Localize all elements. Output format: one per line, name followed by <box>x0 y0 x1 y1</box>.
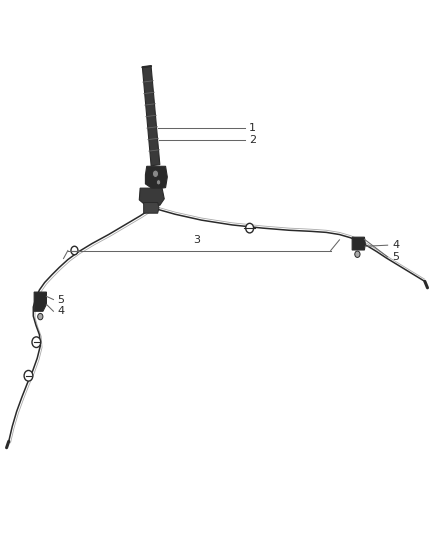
Text: 4: 4 <box>57 306 64 316</box>
Text: 1: 1 <box>249 123 256 133</box>
Circle shape <box>355 251 360 257</box>
Circle shape <box>32 337 41 348</box>
Circle shape <box>71 246 78 255</box>
Circle shape <box>156 180 161 185</box>
Text: 2: 2 <box>249 135 256 144</box>
Circle shape <box>24 370 33 381</box>
Circle shape <box>38 313 43 320</box>
Polygon shape <box>144 203 159 213</box>
Text: 5: 5 <box>392 252 399 262</box>
Polygon shape <box>352 237 365 250</box>
Circle shape <box>152 170 159 177</box>
Polygon shape <box>34 292 46 311</box>
Circle shape <box>246 223 254 233</box>
Polygon shape <box>145 166 167 189</box>
Polygon shape <box>142 66 160 166</box>
Text: 3: 3 <box>194 235 201 245</box>
Text: 5: 5 <box>57 295 64 304</box>
Polygon shape <box>139 188 164 206</box>
Text: 4: 4 <box>392 240 399 250</box>
